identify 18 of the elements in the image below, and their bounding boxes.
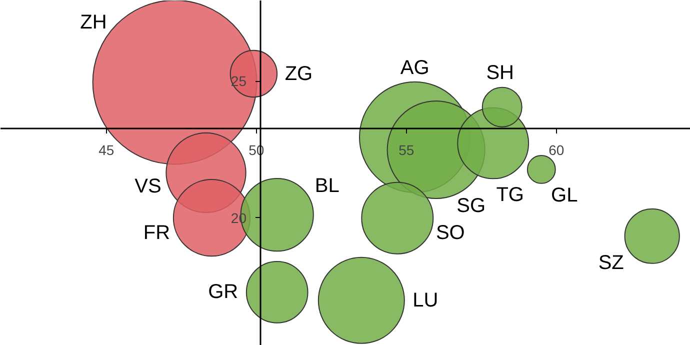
annotation: GL [551,184,578,206]
annotation: TG [496,184,524,206]
annotation: GR [208,281,238,304]
annotation: ZH [80,12,107,34]
annotation: SG [456,194,486,217]
annotation: SO [436,222,465,244]
annotation: ZG [284,62,313,85]
annotation: LU [412,289,438,312]
annotation: FR [143,222,170,244]
x-tick-label: 45 [98,142,114,158]
y-tick-label: 25 [230,73,247,90]
x-tick-label: 55 [398,142,414,158]
annotation: SH [486,62,514,84]
annotation: BL [314,174,340,197]
annotation: VS [134,176,162,198]
annotation: SZ [598,252,624,274]
annotation: AG [400,57,430,80]
x-tick-label: 60 [548,142,564,158]
